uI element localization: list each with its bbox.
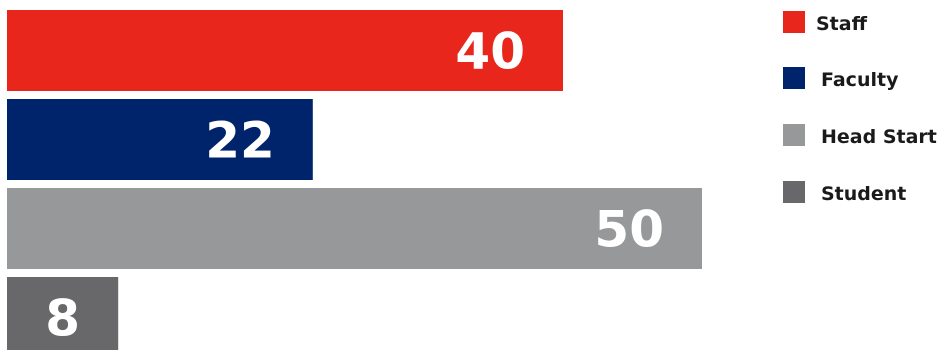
legend-swatch-head-start <box>783 124 805 146</box>
legend-swatch-student <box>783 181 805 203</box>
legend-swatch-staff <box>783 11 805 33</box>
bar-value-label: 8 <box>45 290 80 348</box>
bar-student <box>7 277 119 350</box>
legend-label: Faculty <box>821 69 899 91</box>
legend-swatch-faculty <box>783 67 805 89</box>
legend-label: Student <box>821 183 906 205</box>
bar-value-label: 50 <box>594 201 664 259</box>
bar-faculty <box>7 99 313 180</box>
bar-value-label: 22 <box>205 112 275 170</box>
bar-staff <box>7 10 563 91</box>
legend-label: Head Start <box>821 126 937 148</box>
legend: Staff Faculty Head Start Student <box>783 11 937 205</box>
bars-group: 40 22 50 8 <box>7 10 702 350</box>
bar-head-start <box>7 188 702 269</box>
legend-label: Staff <box>816 13 868 35</box>
bar-value-label: 40 <box>455 23 525 81</box>
